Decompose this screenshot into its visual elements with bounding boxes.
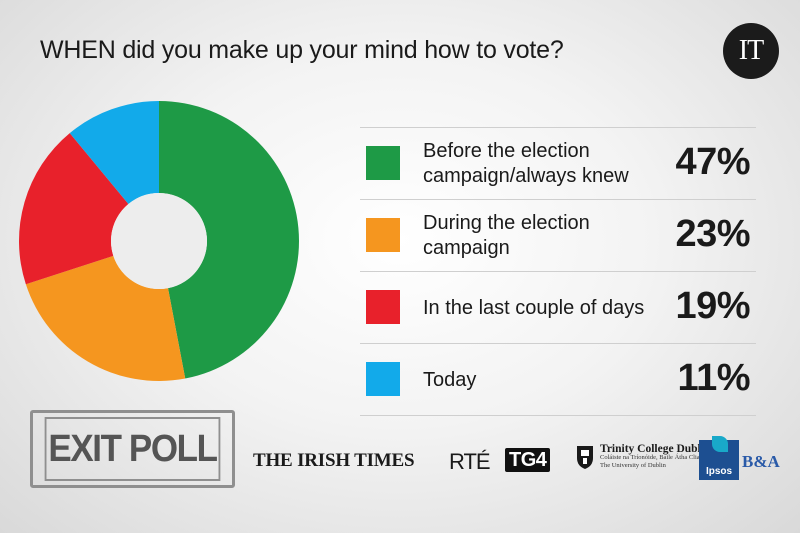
trinity-crest-icon bbox=[577, 446, 593, 469]
tg4-logo: TG4 bbox=[505, 448, 551, 472]
legend-label: During the election campaign bbox=[423, 212, 590, 259]
irish-times-logo: IT bbox=[723, 23, 779, 79]
chart-title: WHEN did you make up your mind how to vo… bbox=[40, 36, 564, 64]
legend-swatch-during bbox=[366, 218, 400, 252]
ipsos-accent-icon bbox=[712, 436, 728, 452]
legend-item: Before the election campaign/always knew… bbox=[360, 127, 756, 199]
tcd-university: The University of Dublin bbox=[600, 462, 666, 469]
legend-item: In the last couple of days 19% bbox=[360, 271, 756, 343]
ba-logo: B&A bbox=[742, 452, 780, 471]
legend-percent: 11% bbox=[677, 357, 751, 399]
legend-swatch-today bbox=[366, 362, 400, 396]
legend-percent: 47% bbox=[675, 141, 750, 183]
legend-percent: 23% bbox=[675, 213, 750, 255]
legend-item: During the election campaign 23% bbox=[360, 199, 756, 271]
slice-today bbox=[69, 101, 159, 205]
donut-chart bbox=[18, 101, 299, 381]
legend-label: In the last couple of days bbox=[423, 296, 645, 319]
tcd-name: Trinity College Dublin bbox=[600, 443, 711, 455]
donut-hole bbox=[111, 193, 207, 289]
rte-logo: RTÉ bbox=[449, 449, 491, 474]
slice-during-campaign bbox=[25, 255, 186, 381]
slice-last-days bbox=[18, 133, 129, 285]
legend-percent: 19% bbox=[675, 285, 750, 327]
legend: Before the election campaign/always knew… bbox=[360, 127, 756, 416]
slice-before-campaign bbox=[159, 101, 299, 379]
legend-swatch-before bbox=[366, 146, 400, 180]
legend-label: Before the election campaign/always knew bbox=[423, 140, 629, 187]
legend-label: Today bbox=[423, 368, 477, 391]
legend-swatch-last-days bbox=[366, 290, 400, 324]
irish-times-wordmark: THE IRISH TIMES bbox=[253, 450, 415, 471]
legend-item: Today 11% bbox=[360, 343, 756, 416]
exit-poll-badge: EXIT POLL bbox=[30, 410, 235, 488]
exit-poll-text: EXIT POLL bbox=[44, 417, 221, 481]
tcd-irish-name: Coláiste na Tríonóide, Baile Átha Cliath bbox=[600, 454, 705, 461]
trinity-college-wordmark: Trinity College Dublin Coláiste na Tríon… bbox=[600, 443, 711, 470]
